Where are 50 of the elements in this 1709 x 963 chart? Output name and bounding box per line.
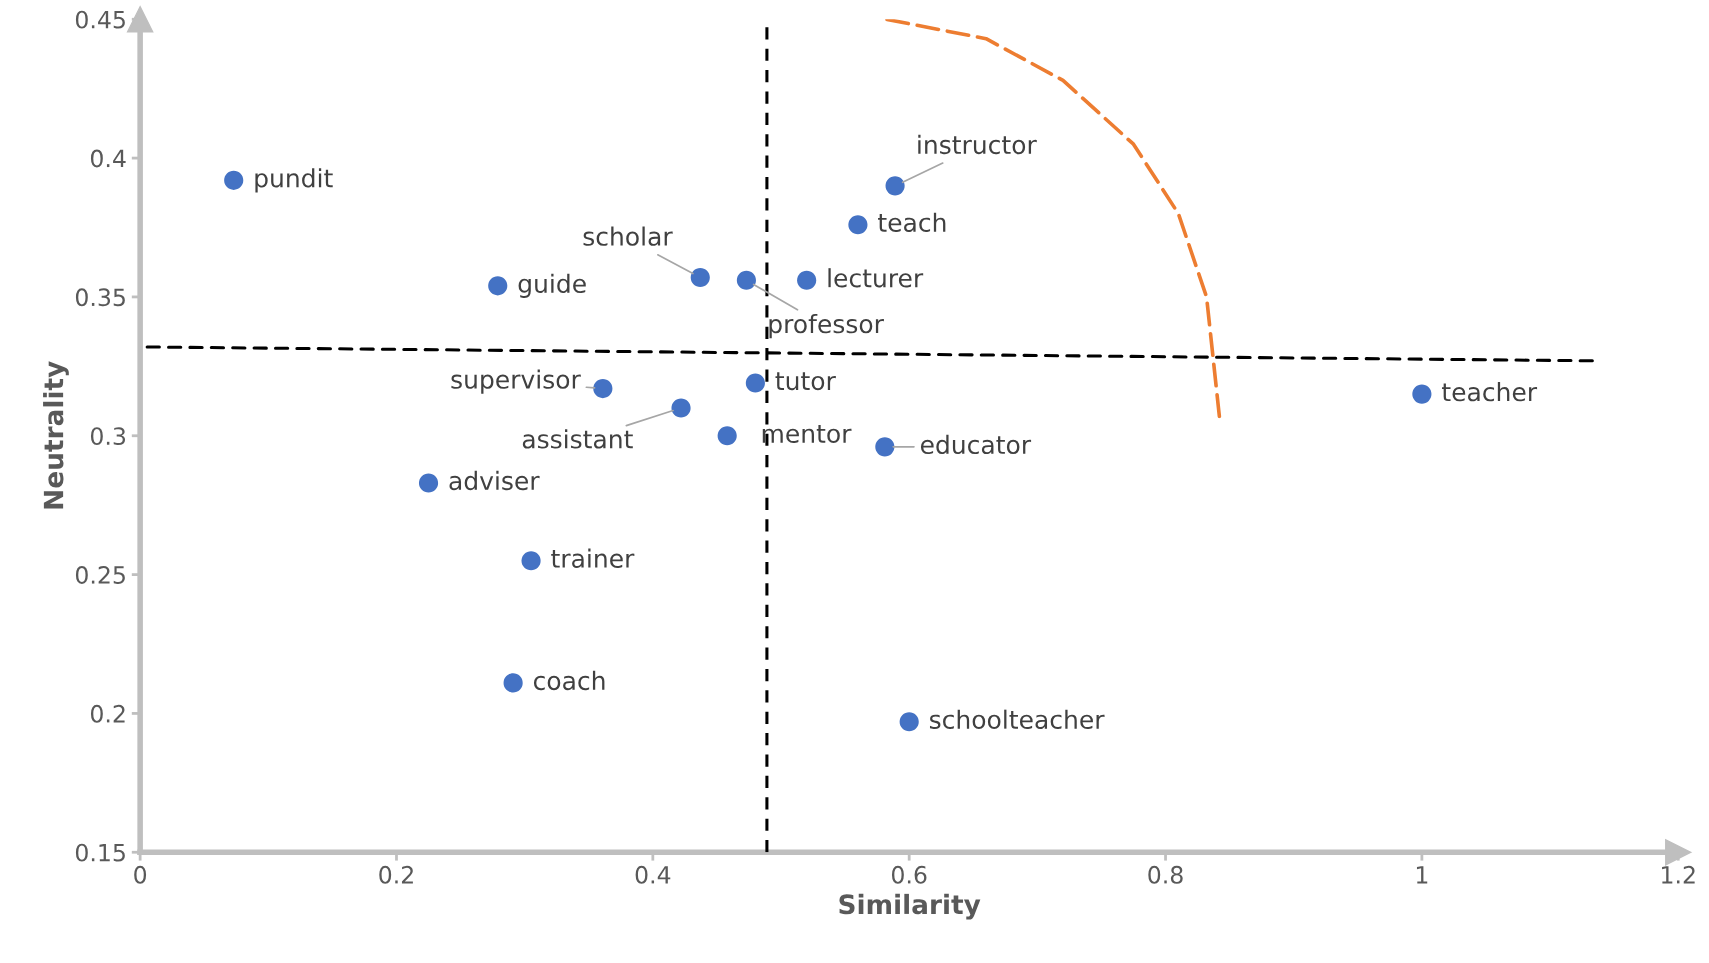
- x-tick-label: 0: [134, 865, 147, 884]
- annotation: supervisor: [451, 369, 581, 394]
- point: [488, 276, 508, 296]
- annotation: guide: [518, 273, 586, 298]
- annotation: teach: [878, 212, 946, 232]
- annotation: pundit: [255, 168, 333, 193]
- y-axis-title: Neutrality: [43, 361, 69, 509]
- annotation: professor: [769, 314, 884, 339]
- point: [745, 373, 765, 393]
- point: [521, 551, 541, 571]
- point: [1412, 384, 1432, 404]
- annotation: mentor: [762, 425, 852, 444]
- x-tick-label: 1: [1416, 866, 1428, 884]
- x-tick-label: 0.8: [1148, 865, 1183, 884]
- point: [717, 426, 737, 446]
- point: [418, 473, 439, 493]
- point: [899, 712, 919, 732]
- x-axis-title: Similarity: [839, 893, 981, 920]
- x-tick-label: 0.4: [635, 865, 671, 884]
- annotation: instructor: [918, 134, 1037, 155]
- annotation: scholar: [583, 226, 673, 246]
- point: [885, 176, 905, 196]
- x-tick-label: 0.2: [379, 865, 413, 884]
- point: [848, 215, 868, 235]
- y-tick-label: 0.4: [90, 149, 126, 168]
- annotation: trainer: [551, 548, 635, 568]
- annotation: coach: [533, 670, 605, 691]
- annotation: schoolteacher: [929, 709, 1105, 730]
- point: [224, 170, 244, 190]
- y-tick-label: 0.25: [75, 566, 125, 584]
- annotation: adviser: [449, 470, 540, 491]
- x-tick-label: 1.2: [1662, 865, 1695, 884]
- y-tick-label: 0.45: [75, 10, 125, 29]
- point: [671, 398, 691, 418]
- y-tick-label: 0.15: [75, 843, 125, 862]
- point: [736, 270, 756, 290]
- point: [503, 673, 523, 693]
- annotation: lecturer: [828, 268, 924, 288]
- annotation: educator: [920, 434, 1032, 455]
- y-tick-label: 0.2: [90, 704, 125, 723]
- y-tick-label: 0.3: [90, 427, 126, 446]
- point: [690, 267, 710, 288]
- point: [593, 378, 613, 399]
- annotation: tutor: [775, 372, 836, 391]
- y-tick-label: 0.35: [75, 288, 125, 307]
- annotation: teacher: [1442, 382, 1538, 402]
- point: [875, 437, 895, 457]
- annotation: assistant: [522, 429, 633, 449]
- point: [797, 270, 817, 290]
- x-tick-label: 0.6: [891, 865, 927, 884]
